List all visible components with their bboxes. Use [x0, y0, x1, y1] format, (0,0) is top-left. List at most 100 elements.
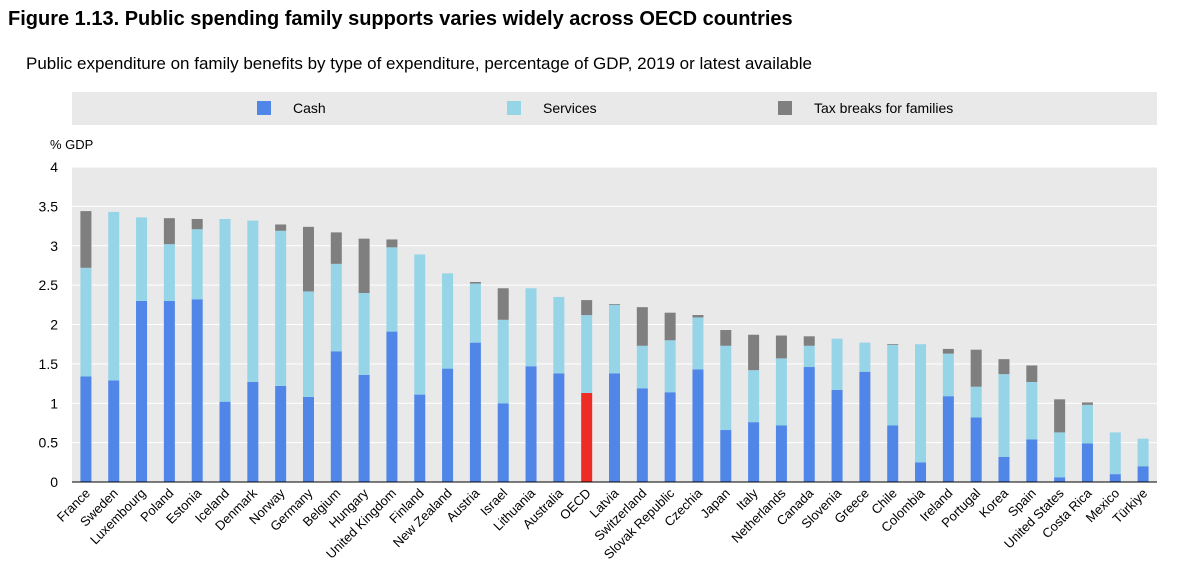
bar-italy-services: [748, 370, 760, 423]
bar-united-kingdom-tax-breaks-for-families: [386, 239, 398, 248]
bar-oecd-cash: [581, 393, 593, 482]
bar-korea-services: [998, 374, 1010, 457]
bar-korea-cash: [998, 456, 1010, 482]
bar-costa-rica-services: [1081, 404, 1093, 444]
bar-portugal-tax-breaks-for-families: [970, 349, 982, 387]
bar-costa-rica-tax-breaks-for-families: [1081, 402, 1093, 405]
legend-label-tax-breaks-for-families: Tax breaks for families: [814, 100, 953, 116]
bar-netherlands-cash: [775, 425, 787, 482]
bar-united-states-tax-breaks-for-families: [1054, 399, 1066, 433]
chart-subtitle: Public expenditure on family benefits by…: [26, 54, 812, 73]
bar-norway-services: [275, 230, 287, 386]
bar-italy-tax-breaks-for-families: [748, 334, 760, 371]
legend-box: [72, 92, 1157, 125]
bar-switzerland-cash: [636, 388, 648, 482]
bar-slovak-republic-cash: [664, 392, 676, 482]
bar-united-kingdom-cash: [386, 331, 398, 482]
legend-label-services: Services: [543, 100, 597, 116]
bar-sweden-cash: [108, 380, 120, 482]
bar-colombia-cash: [915, 462, 927, 482]
bar-ireland-cash: [942, 396, 954, 482]
bar-france-cash: [80, 376, 92, 482]
bar-austria-services: [469, 283, 481, 343]
bar-belgium-cash: [330, 351, 342, 482]
legend-item-cash: Cash: [257, 100, 326, 116]
bar-chile-cash: [887, 425, 899, 482]
y-tick-label: 0.5: [39, 435, 59, 451]
bar-oecd-tax-breaks-for-families: [581, 300, 593, 316]
y-tick-label: 0: [50, 474, 58, 490]
bar-lithuania-cash: [525, 366, 537, 482]
bar-greece-services: [859, 342, 871, 372]
bar-lithuania-services: [525, 288, 537, 367]
bar-spain-cash: [1026, 439, 1038, 482]
bar-slovenia-services: [831, 338, 843, 390]
bar-ireland-services: [942, 353, 954, 397]
y-axis-label: % GDP: [50, 137, 93, 152]
bar-chile-services: [887, 344, 899, 426]
y-tick-label: 3: [50, 238, 58, 254]
y-tick-label: 2.5: [39, 277, 59, 293]
bar-netherlands-tax-breaks-for-families: [775, 335, 787, 359]
bar-israel-tax-breaks-for-families: [497, 288, 509, 320]
bar-latvia-cash: [609, 373, 620, 482]
bar-united-states-cash: [1054, 477, 1066, 482]
legend-label-cash: Cash: [293, 100, 326, 116]
bar-canada-cash: [803, 367, 815, 482]
bar-chile-tax-breaks-for-families: [887, 344, 899, 345]
bar-finland-cash: [414, 394, 426, 482]
bar-united-kingdom-services: [386, 247, 398, 332]
bar-japan-cash: [720, 430, 732, 482]
bar-oecd-services: [581, 315, 593, 394]
bar-belgium-services: [330, 263, 342, 352]
bar-spain-services: [1026, 381, 1038, 440]
bar-netherlands-services: [775, 358, 787, 426]
bar-portugal-cash: [970, 417, 982, 482]
bar-austria-tax-breaks-for-families: [469, 281, 481, 284]
bar-poland-cash: [163, 300, 175, 482]
bar-norway-cash: [275, 385, 287, 482]
bar-switzerland-services: [636, 345, 648, 389]
bar-slovenia-cash: [831, 389, 843, 482]
bar-austria-cash: [469, 342, 481, 482]
x-tick-label-japan: Japan: [697, 486, 733, 522]
bar-australia-cash: [553, 373, 565, 482]
bar-portugal-services: [970, 386, 982, 418]
bar-latvia-services: [609, 304, 620, 374]
bar-japan-services: [720, 345, 732, 431]
x-tick-label-oecd: OECD: [557, 486, 594, 523]
bar-germany-cash: [302, 396, 314, 482]
bar-czechia-tax-breaks-for-families: [692, 315, 704, 318]
bar-turkiye-cash: [1137, 466, 1149, 482]
bar-czechia-services: [692, 317, 704, 370]
bar-germany-services: [302, 291, 314, 397]
bar-denmark-cash: [247, 381, 259, 482]
bar-new-zealand-cash: [442, 368, 454, 482]
legend-item-services: Services: [507, 100, 597, 116]
bar-hungary-tax-breaks-for-families: [358, 238, 370, 293]
y-tick-label: 1: [50, 395, 58, 411]
bar-turkiye-services: [1137, 438, 1149, 467]
bar-poland-tax-breaks-for-families: [163, 218, 175, 245]
bar-estonia-cash: [191, 299, 203, 482]
y-tick-label: 2: [50, 317, 58, 333]
bar-france-tax-breaks-for-families: [80, 211, 92, 268]
y-tick-label: 4: [50, 159, 58, 175]
bar-slovak-republic-services: [664, 340, 676, 393]
bar-iceland-cash: [219, 401, 231, 482]
bar-switzerland-tax-breaks-for-families: [636, 307, 648, 346]
bar-luxembourg-cash: [136, 300, 148, 482]
bar-france-services: [80, 267, 92, 377]
bar-slovak-republic-tax-breaks-for-families: [664, 312, 676, 341]
legend-swatch-tax-breaks-for-families: [778, 101, 792, 115]
bar-united-states-services: [1054, 432, 1066, 478]
bar-canada-tax-breaks-for-families: [803, 336, 815, 346]
bar-germany-tax-breaks-for-families: [302, 226, 314, 292]
legend-swatch-cash: [257, 101, 271, 115]
bar-spain-tax-breaks-for-families: [1026, 365, 1038, 382]
legend-item-tax-breaks-for-families: Tax breaks for families: [778, 100, 953, 116]
bar-sweden-services: [108, 211, 120, 381]
bar-hungary-cash: [358, 374, 370, 482]
bar-israel-services: [497, 319, 509, 404]
